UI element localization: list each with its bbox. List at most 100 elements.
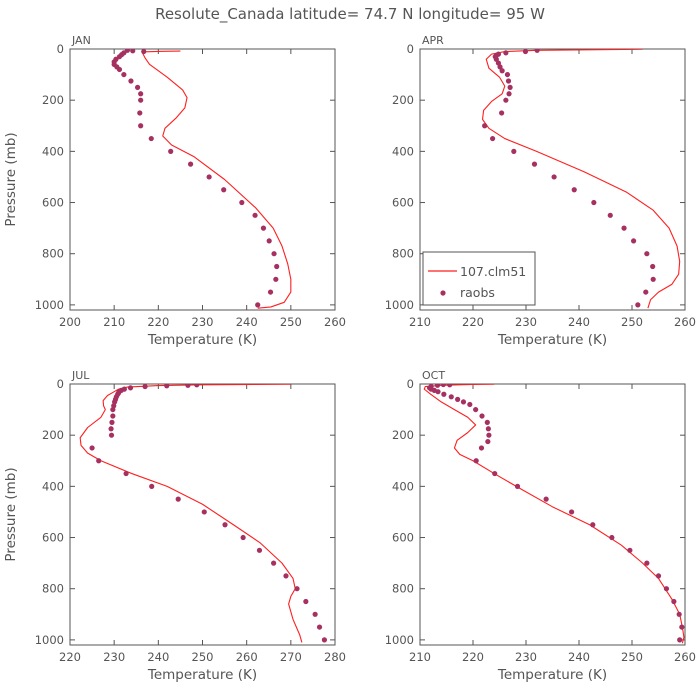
x-axis-label: Temperature (K) bbox=[497, 667, 607, 683]
panel-label: OCT bbox=[422, 369, 445, 382]
figure-title: Resolute_Canada latitude= 74.7 N longitu… bbox=[155, 5, 545, 24]
obs-point bbox=[505, 78, 512, 84]
obs-point bbox=[503, 97, 509, 103]
panel-oct: 210 220 230 240 250 260 0 200 400 600 800 1000 OCT Te… bbox=[385, 369, 696, 683]
x-tick-label: 220 bbox=[462, 315, 484, 329]
obs-point bbox=[551, 174, 557, 180]
obs-point bbox=[128, 78, 134, 84]
obs-point bbox=[266, 238, 272, 244]
obs-points bbox=[426, 384, 685, 643]
x-tick-label: 210 bbox=[409, 650, 431, 664]
obs-point bbox=[321, 637, 327, 643]
obs-point bbox=[274, 263, 280, 270]
obs-point bbox=[138, 123, 144, 129]
obs-point bbox=[109, 419, 115, 425]
obs-point bbox=[440, 384, 446, 388]
obs-point bbox=[110, 413, 116, 419]
legend-model-label: 107.clm51 bbox=[460, 264, 526, 279]
panel-jan: 200 210 220 230 240 250 260 0 200 400 600 800 1000 JA… bbox=[3, 34, 346, 348]
x-tick-label: 260 bbox=[674, 315, 696, 329]
panel-label: APR bbox=[422, 34, 444, 47]
legend-obs-label: raobs bbox=[460, 285, 495, 300]
panels: 200 210 220 230 240 250 260 0 200 400 600 800 1000 JA… bbox=[3, 34, 696, 683]
x-tick-label: 260 bbox=[324, 315, 346, 329]
y-tick-label: 800 bbox=[392, 247, 414, 261]
x-tick-label: 240 bbox=[147, 650, 169, 664]
obs-points bbox=[89, 384, 327, 643]
obs-point bbox=[511, 148, 517, 154]
obs-point bbox=[482, 123, 488, 129]
obs-point bbox=[89, 445, 95, 451]
obs-point bbox=[294, 586, 300, 592]
x-tick-label: 210 bbox=[103, 315, 125, 329]
obs-point bbox=[434, 384, 441, 388]
obs-point bbox=[138, 91, 144, 97]
y-tick-label: 200 bbox=[392, 93, 414, 107]
y-tick-label: 1000 bbox=[385, 298, 414, 312]
x-tick-label: 230 bbox=[192, 315, 214, 329]
y-tick-label: 0 bbox=[57, 377, 64, 391]
obs-point bbox=[260, 225, 267, 231]
obs-point bbox=[148, 135, 154, 142]
obs-point bbox=[497, 64, 503, 70]
obs-point bbox=[201, 509, 207, 515]
obs-point bbox=[455, 396, 461, 402]
obs-point bbox=[650, 263, 656, 270]
obs-point bbox=[571, 187, 577, 193]
legend-box bbox=[422, 251, 536, 306]
obs-point bbox=[627, 547, 633, 553]
obs-point bbox=[134, 84, 141, 90]
model-profile-line bbox=[423, 384, 685, 644]
x-tick-label: 240 bbox=[568, 650, 590, 664]
obs-point bbox=[484, 419, 490, 425]
y-tick-label: 200 bbox=[42, 428, 64, 442]
obs-points bbox=[482, 49, 656, 308]
x-tick-label: 270 bbox=[280, 650, 302, 664]
model-profile-line bbox=[79, 384, 303, 643]
model-profile-line bbox=[142, 50, 292, 309]
x-tick-label: 230 bbox=[515, 650, 537, 664]
obs-point bbox=[671, 598, 677, 605]
x-tick-label: 240 bbox=[568, 315, 590, 329]
obs-points bbox=[111, 49, 280, 308]
obs-point bbox=[467, 401, 473, 408]
obs-point bbox=[493, 56, 499, 62]
obs-point bbox=[650, 276, 656, 282]
y-tick-label: 1000 bbox=[35, 298, 64, 312]
obs-point bbox=[478, 445, 485, 451]
x-tick-label: 210 bbox=[409, 315, 431, 329]
obs-point bbox=[303, 598, 309, 605]
obs-point bbox=[506, 91, 512, 97]
obs-point bbox=[460, 399, 467, 405]
obs-point bbox=[137, 110, 143, 116]
x-tick-label: 220 bbox=[462, 650, 484, 664]
obs-point bbox=[206, 174, 212, 180]
obs-point bbox=[663, 586, 670, 592]
obs-point bbox=[108, 432, 115, 438]
y-tick-label: 1000 bbox=[385, 633, 414, 647]
obs-point bbox=[121, 71, 127, 78]
panel-label: JAN bbox=[71, 34, 91, 47]
x-tick-label: 220 bbox=[147, 315, 169, 329]
obs-point bbox=[164, 384, 170, 389]
obs-point bbox=[643, 289, 649, 295]
panel-jul: 220 230 240 250 260 270 280 0 200 400 600 800 1000 JU… bbox=[3, 369, 346, 683]
obs-point bbox=[194, 384, 200, 388]
panel-apr: 210 220 230 240 250 260 0 200 400 600 800 1000 APR Te… bbox=[385, 34, 696, 348]
x-tick-label: 250 bbox=[621, 315, 643, 329]
model-profile-line bbox=[481, 49, 681, 309]
x-axis-label: Temperature (K) bbox=[147, 332, 257, 348]
x-axis-label: Temperature (K) bbox=[497, 332, 607, 348]
obs-point bbox=[677, 637, 683, 643]
obs-point bbox=[239, 199, 245, 206]
obs-point bbox=[447, 384, 453, 388]
obs-point bbox=[96, 458, 102, 464]
obs-point bbox=[607, 212, 613, 218]
obs-point bbox=[499, 110, 505, 116]
obs-point bbox=[138, 97, 144, 103]
obs-point bbox=[240, 534, 246, 541]
obs-point bbox=[490, 135, 496, 142]
obs-point bbox=[485, 438, 491, 445]
obs-point bbox=[221, 187, 227, 193]
